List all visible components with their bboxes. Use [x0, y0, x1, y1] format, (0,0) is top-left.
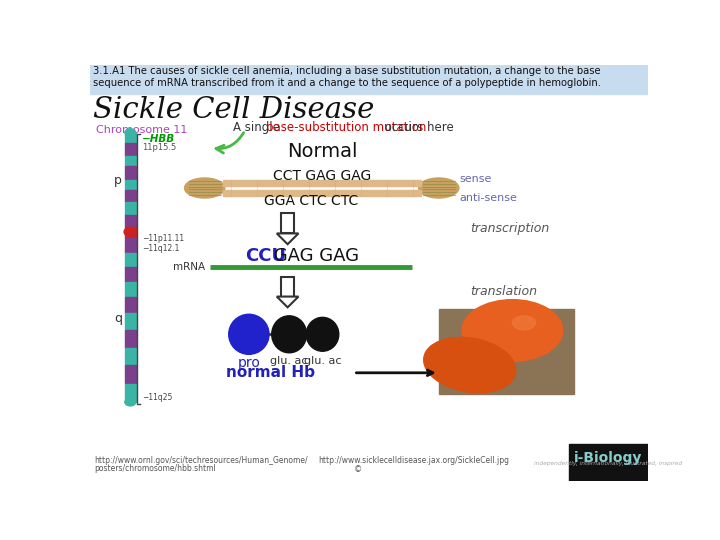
Bar	[125, 180, 136, 190]
Bar	[125, 226, 136, 238]
Text: GGA CTC CTC: GGA CTC CTC	[264, 194, 358, 208]
Text: ©: ©	[354, 465, 361, 474]
Polygon shape	[276, 296, 299, 307]
Text: −11p11.11: −11p11.11	[142, 233, 184, 242]
Text: A single: A single	[233, 121, 284, 134]
Ellipse shape	[462, 300, 563, 361]
Ellipse shape	[124, 227, 137, 237]
Bar	[222, 180, 420, 186]
Bar	[125, 215, 136, 226]
Bar	[125, 267, 136, 282]
Bar	[125, 348, 136, 365]
Text: i-Biology: i-Biology	[575, 451, 643, 465]
Text: CCU: CCU	[245, 247, 286, 265]
Text: http://www.ornl.gov/sci/techresources/Human_Genome/: http://www.ornl.gov/sci/techresources/Hu…	[94, 456, 307, 465]
Bar	[125, 282, 136, 298]
Bar	[125, 190, 136, 202]
Text: p: p	[114, 174, 122, 187]
Text: occurs here: occurs here	[381, 121, 454, 134]
Bar	[125, 202, 136, 215]
Text: anti-sense: anti-sense	[459, 193, 518, 203]
Bar	[282, 213, 294, 233]
Ellipse shape	[184, 178, 225, 198]
Text: Normal: Normal	[287, 142, 358, 161]
Text: glu. ac: glu. ac	[304, 356, 341, 366]
Text: Sickle Cell Disease: Sickle Cell Disease	[93, 96, 374, 124]
Bar	[125, 365, 136, 384]
Text: −11q25: −11q25	[142, 393, 172, 402]
Text: transcription: transcription	[469, 222, 549, 235]
Text: GAG GAG: GAG GAG	[269, 247, 359, 265]
Bar	[125, 166, 136, 180]
Bar	[90, 65, 648, 94]
Bar	[282, 276, 294, 296]
Text: posters/chromosome/hbb.shtml: posters/chromosome/hbb.shtml	[94, 464, 215, 472]
Bar	[125, 313, 136, 330]
Text: normal Hb: normal Hb	[225, 365, 315, 380]
Text: CCT GAG GAG: CCT GAG GAG	[274, 170, 372, 184]
Ellipse shape	[271, 316, 307, 353]
Text: −HBB: −HBB	[142, 134, 175, 144]
Bar	[125, 384, 136, 402]
Bar	[125, 156, 136, 166]
FancyArrowPatch shape	[216, 133, 243, 153]
Text: mRNA: mRNA	[173, 261, 204, 272]
Bar	[438, 309, 575, 394]
Bar	[125, 253, 136, 267]
Text: http://www.sicklecelldisease.jax.org/SickleCell.jpg: http://www.sicklecelldisease.jax.org/Sic…	[319, 456, 510, 465]
Text: 11p15.5: 11p15.5	[142, 144, 176, 152]
Ellipse shape	[306, 318, 339, 351]
Ellipse shape	[418, 178, 459, 198]
Bar	[125, 132, 136, 143]
Polygon shape	[276, 233, 299, 244]
Bar	[125, 330, 136, 348]
Text: −11q12.1: −11q12.1	[142, 244, 179, 253]
Text: Chromosome 11: Chromosome 11	[96, 125, 188, 135]
Text: pro: pro	[238, 356, 261, 370]
Bar	[125, 143, 136, 156]
Text: base-substitution mutation: base-substitution mutation	[266, 121, 426, 134]
Ellipse shape	[125, 398, 136, 406]
Bar	[125, 298, 136, 313]
Ellipse shape	[125, 129, 136, 137]
Text: sense: sense	[459, 174, 492, 184]
Ellipse shape	[513, 316, 536, 330]
Text: independently, internationally, illustrated, inspired: independently, internationally, illustra…	[534, 461, 683, 465]
Text: translation: translation	[469, 286, 536, 299]
Bar	[222, 190, 420, 195]
Text: glu. ac: glu. ac	[271, 356, 308, 366]
Bar	[125, 238, 136, 253]
Ellipse shape	[423, 338, 516, 393]
Text: q: q	[114, 313, 122, 326]
Text: 3.1.A1 The causes of sickle cell anemia, including a base substitution mutation,: 3.1.A1 The causes of sickle cell anemia,…	[93, 66, 601, 88]
Ellipse shape	[229, 314, 269, 354]
Bar	[569, 444, 648, 481]
